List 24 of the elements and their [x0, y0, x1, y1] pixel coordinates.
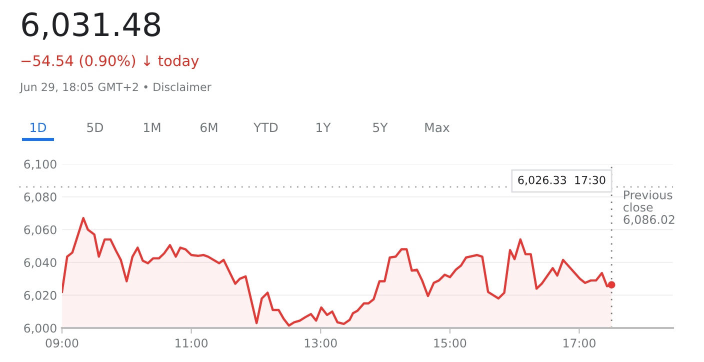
y-tick-label: 6,100 — [24, 160, 56, 170]
ref-line-label: Previous close 6,086.02 — [624, 190, 674, 226]
text: 1D — [30, 122, 46, 132]
y-tick-label: 6,060 — [24, 225, 56, 236]
text: YTD — [254, 122, 278, 132]
x-tick-label: 15:00 — [434, 338, 466, 348]
text: 5D — [87, 122, 104, 132]
y-tick-label: 6,000 — [24, 324, 56, 334]
text: Jun 29, 18:05 GMT+2 • Disclaimer — [19, 82, 212, 94]
chart-title: 6,031.48 — [22, 12, 160, 40]
chart-subtitle: −54.54 (0.90%) ↓ today — [22, 54, 199, 70]
y-tick-label: 6,080 — [24, 192, 56, 203]
x-tick-label: 13:00 — [304, 338, 337, 348]
text: Max — [425, 122, 450, 132]
text: 1Y — [316, 122, 331, 132]
x-tick-label: 17:00 — [564, 338, 596, 348]
text: 5Y — [373, 122, 388, 132]
text: 6M — [200, 122, 218, 132]
text: 1M — [144, 122, 160, 132]
annotation: 6,026.33 17:30 — [518, 176, 606, 186]
y-tick-label: 6,020 — [24, 290, 56, 302]
y-tick-label: 6,040 — [24, 258, 56, 268]
x-tick-label: 09:00 — [46, 338, 78, 348]
x-tick-label: 11:00 — [176, 338, 208, 348]
